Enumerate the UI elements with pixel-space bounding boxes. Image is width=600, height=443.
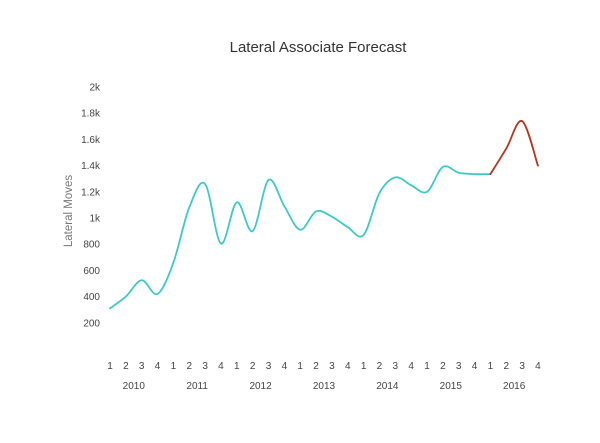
x-tick-label: 1 xyxy=(488,361,494,372)
x-tick-label: 3 xyxy=(329,361,335,372)
y-tick-label: 800 xyxy=(83,240,100,251)
x-tick-label: 1 xyxy=(424,361,430,372)
x-year-label: 2012 xyxy=(249,381,272,392)
x-tick-label: 3 xyxy=(266,361,272,372)
y-tick-label: 400 xyxy=(83,292,100,303)
y-tick-label: 600 xyxy=(83,266,100,277)
x-tick-label: 2 xyxy=(313,361,319,372)
x-tick-label: 2 xyxy=(440,361,446,372)
x-tick-label: 2 xyxy=(250,361,256,372)
y-axis-ticks: 200 400 600 800 1k 1.2k 1.4k 1.6k 1.8k 2k xyxy=(81,83,101,330)
x-year-label: 2011 xyxy=(186,381,208,392)
x-axis-year-labels: 2010 2011 2012 2013 2014 2015 2016 xyxy=(123,381,526,392)
x-tick-label: 4 xyxy=(535,361,541,372)
y-axis-label: Lateral Moves xyxy=(63,175,75,247)
y-tick-label: 1.8k xyxy=(81,109,101,120)
x-tick-label: 2 xyxy=(503,361,509,372)
x-tick-label: 4 xyxy=(345,361,351,372)
x-tick-label: 1 xyxy=(234,361,240,372)
x-year-label: 2010 xyxy=(123,381,146,392)
x-year-label: 2016 xyxy=(503,381,526,392)
x-tick-label: 4 xyxy=(218,361,224,372)
x-tick-label: 1 xyxy=(297,361,303,372)
series-layer xyxy=(109,120,539,310)
x-year-label: 2014 xyxy=(376,381,399,392)
x-tick-label: 4 xyxy=(408,361,414,372)
y-tick-label: 200 xyxy=(83,318,100,329)
x-tick-label: 3 xyxy=(202,361,208,372)
y-tick-label: 1.2k xyxy=(81,187,101,198)
x-tick-label: 2 xyxy=(123,361,129,372)
series-line-forecast xyxy=(489,120,539,176)
x-tick-label: 3 xyxy=(519,361,525,372)
x-tick-label: 3 xyxy=(393,361,399,372)
x-tick-label: 4 xyxy=(282,361,288,372)
series-line-historical xyxy=(109,165,492,310)
x-tick-label: 1 xyxy=(171,361,177,372)
x-year-label: 2015 xyxy=(440,381,463,392)
chart-title: Lateral Associate Forecast xyxy=(230,39,408,56)
x-tick-label: 2 xyxy=(377,361,383,372)
x-tick-label: 4 xyxy=(472,361,478,372)
y-tick-label: 1k xyxy=(89,214,101,225)
x-tick-label: 1 xyxy=(361,361,367,372)
x-tick-label: 1 xyxy=(107,361,113,372)
y-tick-label: 1.4k xyxy=(81,161,101,172)
x-tick-label: 3 xyxy=(456,361,462,372)
x-tick-label: 2 xyxy=(186,361,192,372)
y-tick-label: 1.6k xyxy=(81,135,101,146)
y-tick-label: 2k xyxy=(89,83,101,94)
x-year-label: 2013 xyxy=(313,381,336,392)
x-tick-label: 4 xyxy=(155,361,161,372)
x-tick-label: 3 xyxy=(139,361,145,372)
